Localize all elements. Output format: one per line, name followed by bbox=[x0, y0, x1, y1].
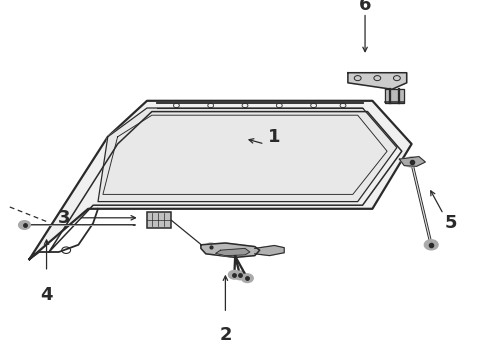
Text: 3: 3 bbox=[57, 209, 70, 227]
Polygon shape bbox=[385, 89, 404, 103]
Polygon shape bbox=[98, 108, 397, 202]
Text: 1: 1 bbox=[268, 128, 281, 146]
Polygon shape bbox=[29, 101, 412, 259]
Circle shape bbox=[206, 243, 216, 250]
Circle shape bbox=[242, 274, 253, 283]
FancyBboxPatch shape bbox=[147, 212, 171, 228]
Text: 6: 6 bbox=[359, 0, 371, 14]
Polygon shape bbox=[201, 243, 260, 257]
Circle shape bbox=[19, 221, 30, 229]
Polygon shape bbox=[399, 157, 425, 166]
Circle shape bbox=[424, 240, 438, 250]
Circle shape bbox=[234, 271, 246, 280]
Polygon shape bbox=[348, 73, 407, 89]
Circle shape bbox=[405, 157, 418, 167]
Text: 5: 5 bbox=[444, 214, 457, 232]
Circle shape bbox=[228, 270, 240, 279]
Text: 2: 2 bbox=[219, 326, 232, 344]
Polygon shape bbox=[216, 248, 250, 256]
Text: 4: 4 bbox=[40, 286, 53, 304]
Polygon shape bbox=[255, 246, 284, 256]
